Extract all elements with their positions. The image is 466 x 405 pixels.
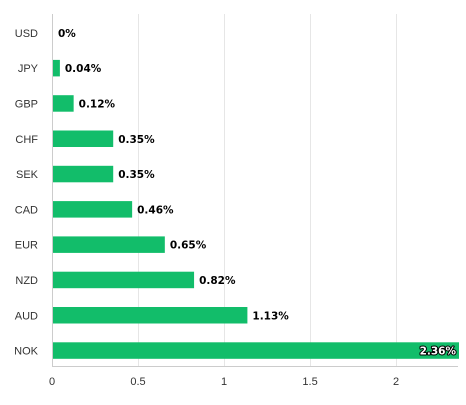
data-label: 1.13% [252, 310, 289, 322]
bar-aud [53, 307, 248, 324]
data-label: 0.04% [65, 63, 102, 75]
bar-jpy [53, 59, 60, 77]
category-labels: USD JPY GBP CHF SEK CAD EUR NZD AUD NOK [14, 28, 39, 358]
category-label: NZD [15, 275, 38, 287]
category-label: USD [15, 28, 38, 40]
category-label: EUR [15, 240, 38, 252]
data-label: 2.36% [420, 346, 457, 358]
data-label: 0.46% [137, 204, 174, 216]
category-label: GBP [15, 98, 38, 110]
data-label: 0.82% [199, 275, 236, 287]
x-tick-label: 1 [221, 376, 227, 388]
bar-eur [53, 236, 165, 253]
data-label: 0% [58, 28, 76, 40]
data-label: 0.35% [118, 169, 155, 181]
x-tick-label: 0.5 [130, 376, 145, 388]
category-label: CHF [15, 134, 38, 146]
bar-sek [53, 165, 114, 183]
category-label: CAD [15, 204, 38, 216]
x-tick-label: 2 [393, 376, 399, 388]
x-axis-ticks: 0 0.5 1 1.5 2 [49, 376, 399, 388]
bar-cad [53, 201, 133, 218]
x-tick-label: 1.5 [302, 376, 317, 388]
category-label: SEK [16, 169, 39, 181]
bars [53, 59, 459, 359]
category-label: JPY [18, 63, 39, 75]
bar-chf [53, 130, 114, 147]
bar-gbp [53, 95, 74, 112]
category-label: AUD [15, 310, 38, 322]
data-label: 0.65% [170, 240, 207, 252]
bar-nok [53, 342, 459, 359]
data-label: 0.35% [118, 134, 155, 146]
data-labels: 0% 0.04% 0.12% 0.35% 0.35% 0.46% 0.65% 0.82% 1.1… [58, 28, 457, 359]
bar-nzd [53, 271, 195, 289]
category-label: NOK [14, 346, 39, 358]
data-label: 0.12% [79, 98, 116, 110]
grid-lines [52, 14, 458, 367]
x-tick-label: 0 [49, 376, 55, 388]
